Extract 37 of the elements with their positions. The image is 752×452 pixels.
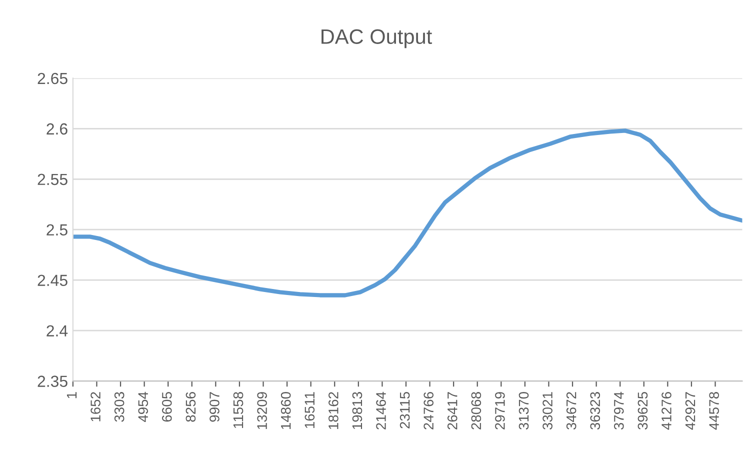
x-tick-label: 23115 (400, 392, 410, 428)
x-tick-label: 13209 (257, 392, 267, 430)
x-tick-label: 8256 (186, 392, 196, 422)
y-tick-label: 2.55 (38, 174, 68, 186)
y-tick-label: 2.4 (46, 325, 68, 336)
x-tick-label: 9907 (210, 392, 220, 422)
x-tick-label: 21464 (376, 392, 386, 430)
x-tick-label: 31370 (518, 392, 529, 430)
chart-title: DAC Output (322, 29, 432, 48)
x-tick-label: 41276 (662, 392, 672, 430)
x-tick-label: 26417 (447, 392, 458, 430)
line-series (72, 128, 742, 298)
x-tick-label: 1652 (90, 392, 100, 422)
y-tick-label: 2.45 (38, 274, 68, 286)
y-tick-label: 2.35 (38, 376, 68, 387)
x-tick-label: 39625 (638, 392, 648, 430)
x-tick-label: 37974 (614, 392, 624, 430)
x-tick-label: 44578 (709, 392, 719, 430)
x-tick-label: 33021 (542, 392, 552, 430)
x-tick-label: 16511 (304, 392, 315, 428)
x-tick-label: 3303 (114, 392, 124, 422)
x-tick-label: 11558 (233, 392, 244, 428)
x-tick-label: 42927 (685, 392, 696, 430)
x-tick-label: 19813 (352, 392, 362, 430)
x-tick-label: 18162 (328, 392, 338, 430)
x-tick-label: 4954 (138, 392, 148, 422)
y-tick-label: 2.65 (38, 72, 68, 84)
y-tick-label: 2.5 (46, 224, 68, 236)
x-tick-label: 36323 (590, 392, 600, 430)
y-tick-label: 2.6 (46, 123, 68, 135)
x-tick-label: 6605 (162, 392, 172, 422)
x-tick-label: 29719 (495, 392, 505, 430)
x-tick-label: 1 (66, 392, 77, 398)
x-tick-label: 28068 (471, 392, 482, 430)
x-tick-label: 24766 (424, 392, 434, 430)
x-tick-label: 34672 (566, 392, 576, 430)
x-tick-label: 14860 (280, 392, 291, 430)
